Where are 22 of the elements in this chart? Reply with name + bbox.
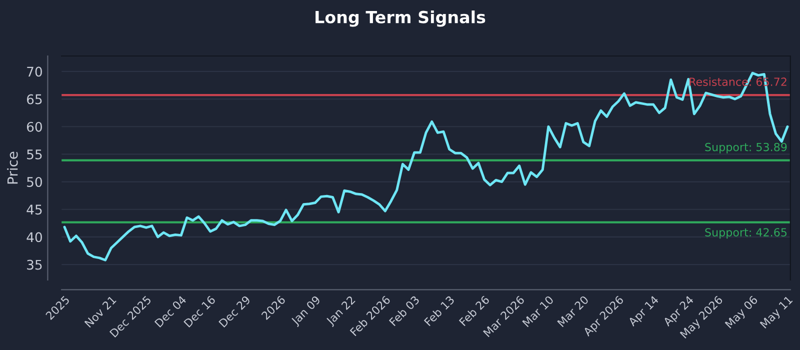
y-tick-label: 40	[26, 232, 42, 242]
x-tick-label: Mar 20	[557, 295, 589, 328]
x-tick-label: Nov 21	[84, 295, 117, 328]
x-tick-label: Feb 26	[458, 295, 490, 326]
y-tick-label: 50	[27, 177, 42, 187]
y-tick-label: 45	[26, 204, 42, 215]
line-series	[63, 72, 789, 262]
y-tick-label: 60	[26, 122, 42, 132]
x-tick-label: Feb 03	[388, 295, 420, 326]
x-tick-label: Dec 29	[218, 295, 251, 328]
x-tick-label: Jan 22	[325, 296, 357, 328]
ref-line-label: Support: 42.65	[705, 228, 787, 239]
x-tick-label: Apr 14	[628, 295, 661, 328]
y-tick-label: 55	[27, 150, 42, 160]
chart-title: Long Term Signals	[316, 10, 486, 27]
y-tick-label: 65	[26, 94, 42, 104]
y-tick-label: 70	[27, 66, 42, 77]
ref-line-label: Support: 53.89	[705, 142, 787, 154]
x-tick-label: Feb 13	[424, 295, 455, 326]
y-tick-label: 35	[27, 260, 42, 270]
y-axis-title: Price	[7, 152, 18, 184]
x-tick-label: Jan 09	[290, 295, 322, 328]
